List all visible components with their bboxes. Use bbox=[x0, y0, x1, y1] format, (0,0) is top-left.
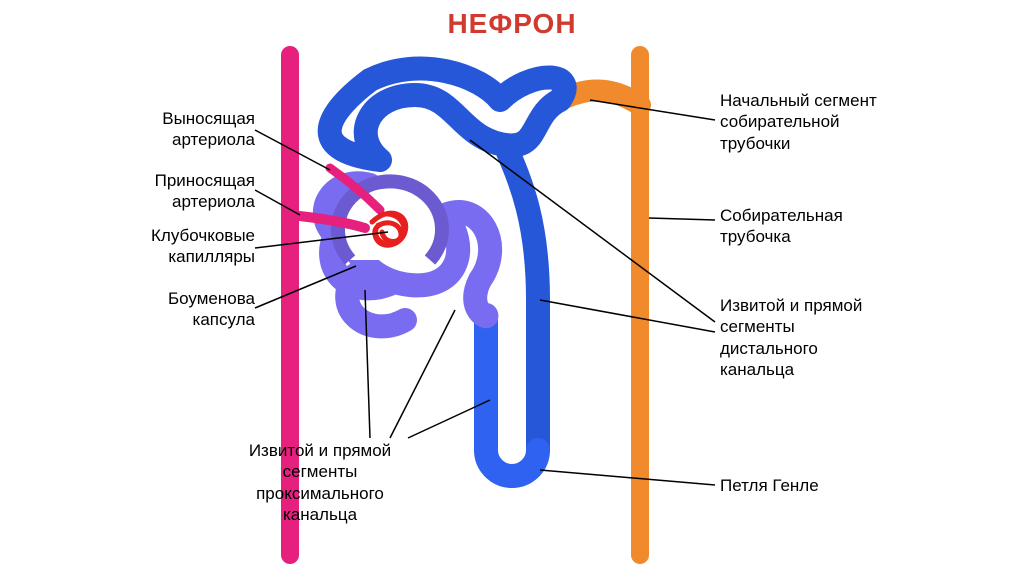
diagram-container: НЕФРОН bbox=[0, 0, 1024, 574]
label-afferent: Приносящаяартериола bbox=[75, 170, 255, 213]
label-efferent: Выносящаяартериола bbox=[75, 108, 255, 151]
label-bowman: Боуменовакапсула bbox=[75, 288, 255, 331]
henle-loop bbox=[486, 450, 538, 476]
label-henle: Петля Генле bbox=[720, 475, 960, 496]
label-glomerular-caps: Клубочковыекапилляры bbox=[75, 225, 255, 268]
distal-straight bbox=[505, 145, 538, 450]
label-proximal: Извитой и прямойсегментыпроксимальногока… bbox=[200, 440, 440, 525]
label-collecting-duct: Собирательнаятрубочка bbox=[720, 205, 960, 248]
label-initial-cd: Начальный сегментсобирательнойтрубочки bbox=[720, 90, 960, 154]
label-distal: Извитой и прямойсегментыдистальногоканал… bbox=[720, 295, 960, 380]
distal-tubule bbox=[330, 69, 565, 160]
